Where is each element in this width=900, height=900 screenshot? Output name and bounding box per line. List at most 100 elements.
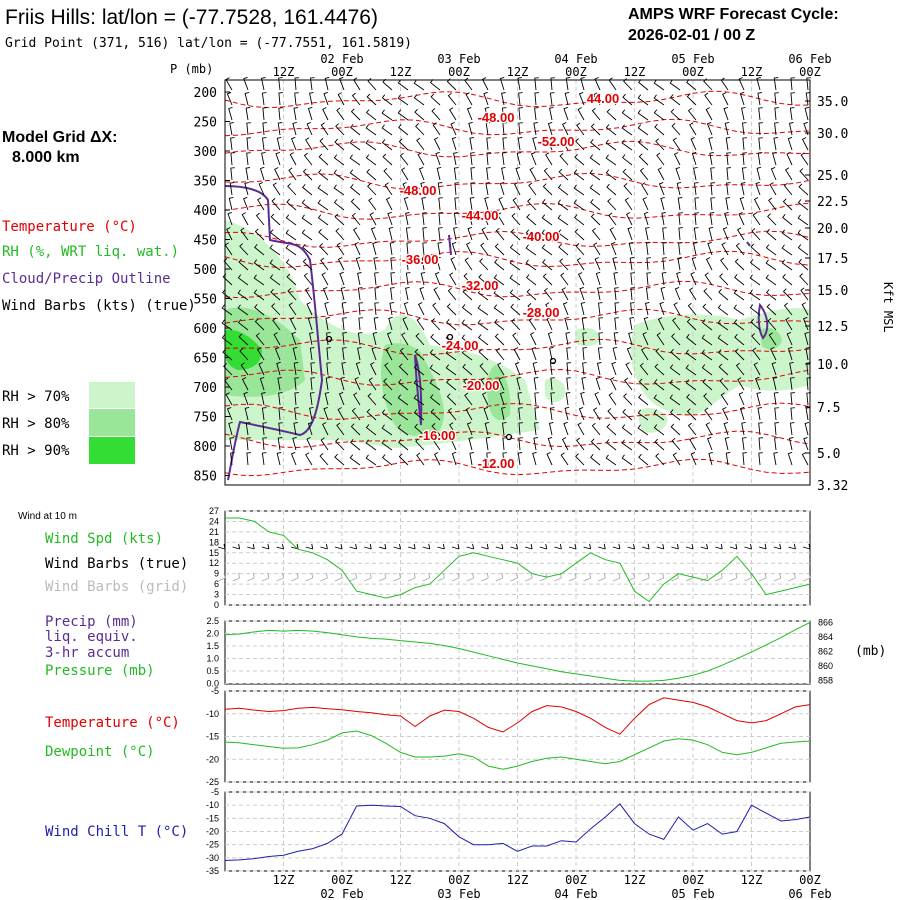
- p-tick-label: 650: [194, 352, 217, 367]
- wind-barb: [614, 287, 619, 301]
- wind-barb: [612, 256, 617, 271]
- barb-true: [539, 543, 548, 550]
- date-label-top: 06 Feb: [788, 52, 831, 66]
- wind-barb: [430, 408, 441, 421]
- precip-marker: [549, 357, 557, 365]
- wind-barb: [355, 361, 361, 376]
- wind-barb: [701, 364, 713, 376]
- temp-contour: [224, 458, 811, 477]
- wind-barb: [689, 122, 697, 136]
- wind-barb: [518, 437, 523, 451]
- wind-barb: [531, 346, 537, 361]
- wind-barb: [301, 199, 313, 211]
- legend-liq-equiv: liq. equiv.: [45, 629, 138, 645]
- barb-true: [466, 543, 475, 550]
- wind-barb: [499, 76, 505, 91]
- precip-marker: [505, 433, 513, 441]
- wind-barb: [306, 301, 313, 316]
- p-chill-ytick: -5: [211, 787, 219, 797]
- wind-barb: [310, 362, 315, 376]
- barb-true: [773, 543, 782, 550]
- wind-barb: [573, 169, 585, 181]
- wind-barb: [323, 406, 329, 421]
- wind-barb: [464, 257, 473, 271]
- wind-barb: [741, 122, 747, 136]
- temperature-contour-labels: 44.00 -48.00 -52.00 -48.00 -44.00 -40.00 -36.0…: [398, 90, 620, 473]
- wind-barb: [518, 92, 523, 106]
- wind-barb: [357, 346, 362, 361]
- pressure-ytick: 866: [818, 617, 833, 627]
- wind-barb: [801, 452, 809, 466]
- wind-barb: [786, 151, 793, 166]
- wind-barb: [350, 108, 361, 121]
- wind-barb: [321, 422, 329, 436]
- wind-barb: [349, 139, 361, 151]
- wind-barb: [533, 437, 538, 451]
- wind-barb: [453, 212, 459, 226]
- wind-barb: [317, 169, 329, 181]
- wind-barb: [509, 244, 521, 256]
- cross-section-panel: P (mb) 44.00 -48.00 -52.00 -48.00 -44.00 -40.…: [170, 62, 895, 494]
- rh-region: [225, 329, 262, 370]
- wind-barb: [278, 407, 283, 421]
- wind-barb: [238, 258, 249, 271]
- p-tick-label: 450: [194, 234, 217, 249]
- wind-barb: [254, 228, 265, 241]
- wind-barb: [414, 423, 425, 436]
- temp-contour-label: -12.00: [478, 456, 515, 471]
- pressure-axis-title: P (mb): [170, 62, 213, 76]
- wind-barb: [525, 259, 537, 271]
- wind-barb: [589, 169, 601, 181]
- wind-barb: [592, 407, 601, 421]
- wind-barb: [229, 122, 234, 136]
- wind-barb: [245, 422, 251, 436]
- barb-grid: [334, 572, 343, 582]
- wind-barb: [704, 92, 713, 106]
- wind-barb: [686, 408, 697, 421]
- wind-barb: [342, 317, 347, 331]
- wind-barb: [547, 121, 553, 136]
- wind-barb: [550, 377, 555, 391]
- wind-barb: [383, 378, 393, 391]
- wind-barb: [771, 361, 777, 376]
- barb-grid: [656, 572, 665, 582]
- wind-barb: [624, 197, 633, 211]
- wind-barb: [534, 407, 539, 421]
- wind-barb: [451, 241, 457, 256]
- wind-barb: [534, 107, 539, 121]
- wind-barb: [624, 377, 633, 391]
- wind-barb: [494, 259, 505, 271]
- wind-barb: [454, 182, 459, 196]
- wind-barb: [340, 376, 345, 391]
- wind-barb: [756, 166, 762, 181]
- wind-barb: [421, 257, 427, 271]
- wind-barb: [774, 92, 779, 106]
- wind-barb: [642, 331, 649, 346]
- wind-barb: [368, 377, 377, 391]
- wind-barb: [774, 422, 779, 436]
- wind-barb: [749, 304, 761, 316]
- p-tick-label: 700: [194, 381, 217, 396]
- wind-barb: [388, 316, 393, 331]
- wind-barb: [307, 421, 313, 436]
- wind-barb: [303, 152, 313, 166]
- wind-barb: [787, 136, 793, 151]
- wind-barb: [486, 152, 491, 166]
- legend-rh70-swatch: [89, 382, 135, 408]
- wind-barb: [693, 227, 699, 241]
- wind-barb: [737, 377, 745, 391]
- wind-barb: [437, 182, 443, 196]
- wind-barb: [277, 437, 283, 451]
- barb-true: [261, 543, 270, 550]
- wind-barb: [566, 347, 571, 361]
- wind-barb: [461, 304, 473, 316]
- wind-barb: [630, 272, 635, 286]
- barb-grid: [788, 572, 796, 582]
- wind-barb: [227, 211, 233, 226]
- wind-barb: [642, 197, 649, 211]
- wind-barb: [477, 319, 489, 331]
- legend-rh80-label: RH > 80%: [2, 416, 70, 432]
- wind-barb: [335, 438, 345, 451]
- wind-barb: [757, 92, 762, 106]
- wind-barb: [590, 454, 601, 466]
